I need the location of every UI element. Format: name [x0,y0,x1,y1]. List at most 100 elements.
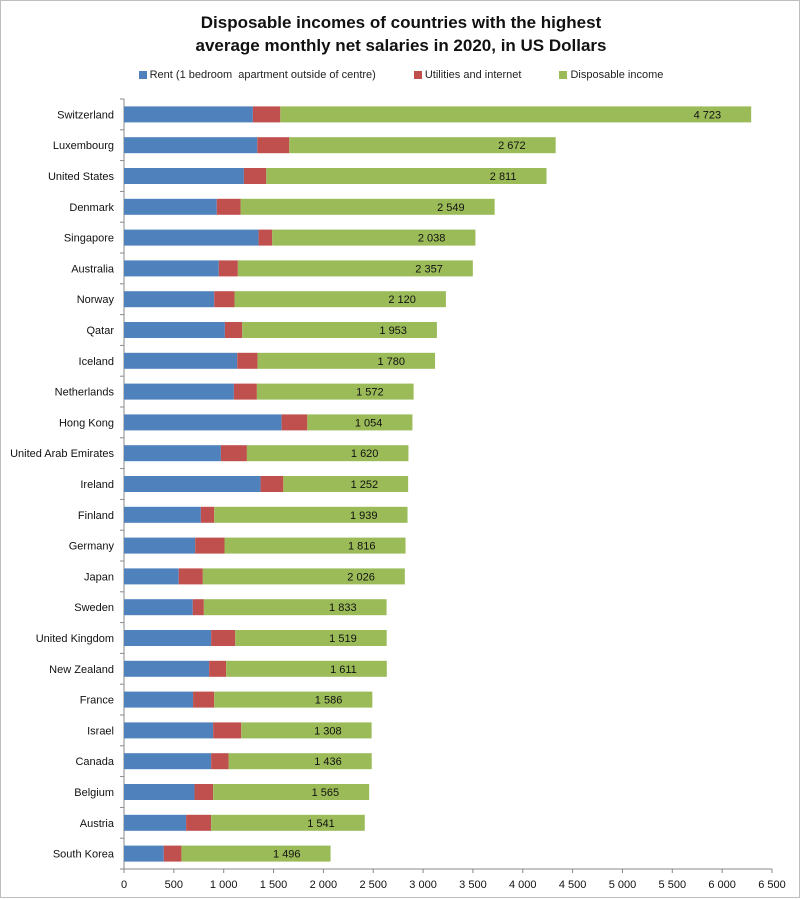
x-tick-label: 6 500 [758,879,786,891]
category-label: Austria [80,818,115,830]
category-label: Singapore [64,233,114,245]
data-label: 1 586 [315,695,343,707]
category-label: Japan [84,571,114,583]
x-tick-label: 6 000 [708,879,736,891]
bar-segment-disposable [266,168,547,184]
category-label: Qatar [86,325,114,337]
category-label: United Arab Emirates [10,448,114,460]
bar-segment-utilities [209,660,227,677]
category-label: Sweden [74,602,114,614]
category-label: Belgium [74,787,114,799]
bar-segment-utilities [216,198,241,215]
bar-segment-utilities [243,168,267,184]
data-label: 1 519 [329,633,357,645]
bar-segment-disposable [211,814,365,831]
data-label: 2 120 [388,294,416,306]
bar-segment-utilities [193,691,215,708]
category-label: Switzerland [57,109,114,121]
category-label: United States [48,171,115,183]
bar-segment-utilities [211,630,236,646]
data-label: 1 780 [378,356,406,368]
bar-segment-rent [124,814,187,831]
bar-segment-rent [124,168,244,184]
bar-segment-rent [124,383,234,400]
bar-segment-disposable [181,845,331,862]
bar-segment-rent [124,568,179,585]
bar-segment-utilities [224,322,243,338]
category-label: New Zealand [49,664,114,676]
bar-segment-rent [124,537,196,554]
bar-segment-disposable [235,630,387,646]
x-tick-label: 4 000 [509,879,537,891]
category-label: Iceland [79,356,114,368]
legend-swatch-rent [138,71,147,79]
data-label: 4 723 [694,109,722,121]
bar-segment-disposable [234,291,446,308]
bar-segment-rent [124,445,221,462]
x-tick-label: 0 [121,879,127,891]
bar-segment-utilities [237,352,258,369]
bar-segment-rent [124,291,215,308]
bar-segment-rent [124,106,253,123]
data-label: 1 833 [329,602,357,614]
bar-segment-rent [124,599,193,616]
bar-segment-disposable [202,568,405,585]
category-label: Luxembourg [53,140,114,152]
bar-segment-disposable [256,383,414,400]
x-tick-label: 500 [165,879,183,891]
data-label: 1 816 [348,541,376,553]
data-label: 1 565 [312,787,340,799]
bar-segment-utilities [194,784,214,800]
data-label: 1 611 [330,664,357,676]
category-label: Finland [78,510,114,522]
bar-segment-utilities [213,722,242,739]
legend-label-utilities: Utilities and internet [424,69,522,81]
bar-segment-disposable [280,106,752,123]
bar-segment-disposable [237,260,473,277]
data-label: 1 572 [356,387,384,399]
data-label: 1 939 [350,510,378,522]
bar-segment-disposable [214,506,408,523]
bar-segment-utilities [163,845,182,862]
legend-item-utilities: Utilities and internet [413,69,522,81]
bar-segment-utilities [195,537,225,554]
data-label: 2 038 [418,233,446,245]
x-tick-label: 4 500 [559,879,587,891]
bar-segment-utilities [186,814,212,831]
bar-segment-disposable [214,691,373,708]
category-label: Hong Kong [59,417,114,429]
x-tick-label: 2 000 [310,879,338,891]
data-label: 1 496 [273,849,301,861]
category-label: France [80,695,114,707]
data-label: 1 252 [351,479,379,491]
category-label: Norway [77,294,115,306]
bar-segment-utilities [220,445,247,462]
bar-segment-rent [124,722,214,739]
bar-segment-disposable [240,198,495,215]
bar-segment-utilities [178,568,203,585]
bar-segment-disposable [213,784,370,800]
x-tick-label: 5 500 [659,879,687,891]
data-label: 2 357 [415,263,443,275]
bar-segment-rent [124,691,194,708]
bar-segment-rent [124,660,210,677]
bar-segment-utilities [192,599,204,616]
bar-segment-rent [124,414,282,431]
data-label: 2 549 [437,202,465,214]
bar-segment-disposable [289,137,556,154]
x-tick-label: 5 000 [609,879,637,891]
x-tick-label: 1 500 [260,879,288,891]
x-tick-label: 3 000 [409,879,437,891]
category-label: Australia [71,263,115,275]
legend-label-disposable: Disposable income [570,69,664,81]
bar-segment-disposable [307,414,413,431]
bar-segment-disposable [257,352,436,369]
bar-segment-utilities [211,753,229,770]
bar-segment-disposable [283,476,409,492]
legend-item-disposable: Disposable income [559,69,663,81]
bar-segment-disposable [241,722,372,739]
bar-segment-utilities [281,414,308,431]
chart-title-line-2: average monthly net salaries in 2020, in… [195,36,607,55]
